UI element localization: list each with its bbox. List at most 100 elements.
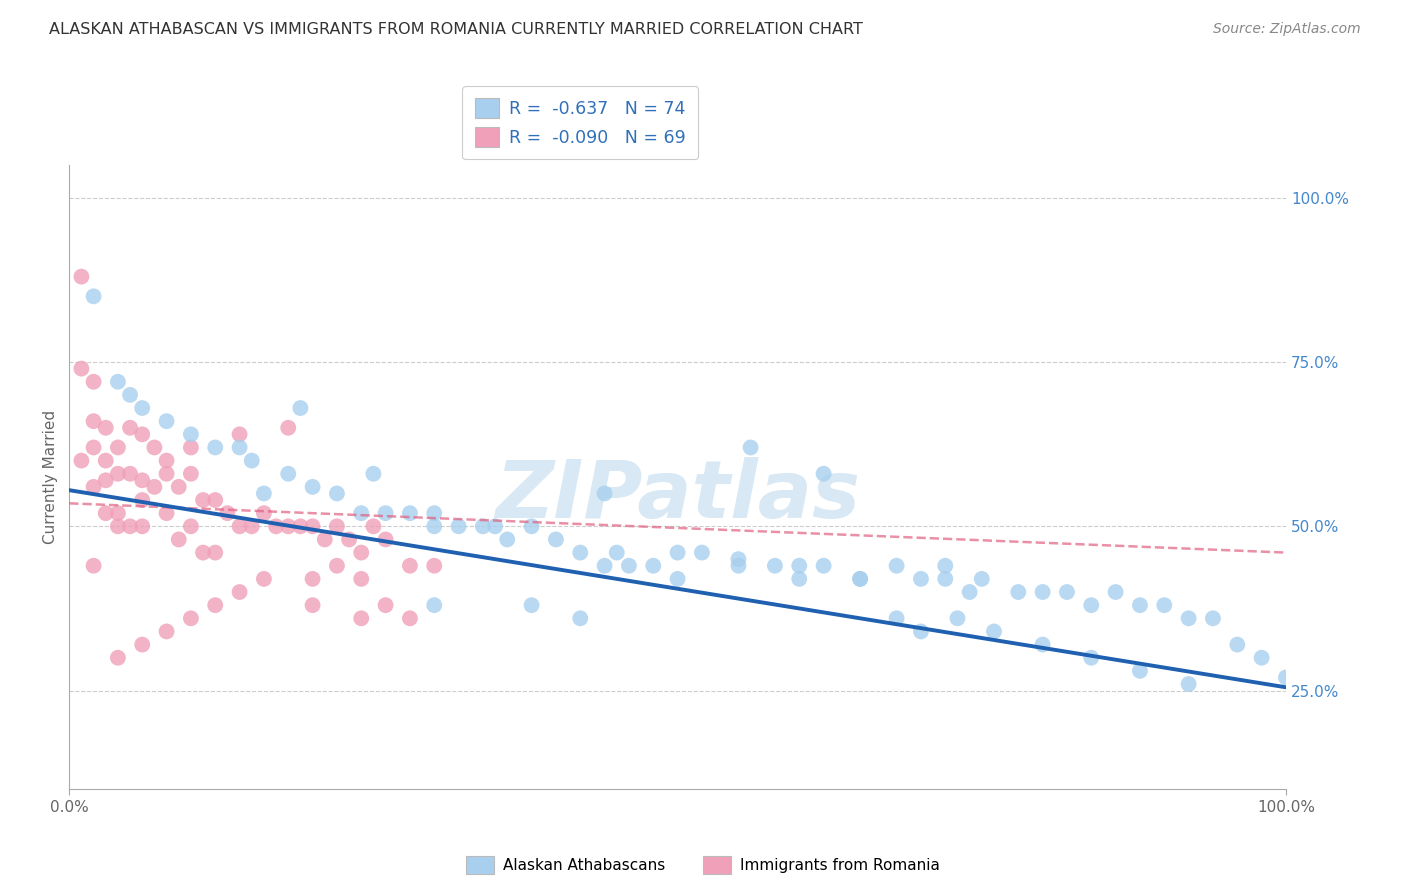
Legend: Alaskan Athabascans, Immigrants from Romania: Alaskan Athabascans, Immigrants from Rom… — [460, 850, 946, 880]
Point — [1056, 585, 1078, 599]
Point — [131, 493, 153, 508]
Point — [1226, 638, 1249, 652]
Point — [910, 624, 932, 639]
Point — [350, 572, 373, 586]
Point — [643, 558, 665, 573]
Point — [155, 467, 177, 481]
Point — [264, 519, 287, 533]
Point — [131, 638, 153, 652]
Point — [423, 519, 446, 533]
Point — [131, 473, 153, 487]
Point — [813, 558, 835, 573]
Point — [1080, 650, 1102, 665]
Point — [314, 533, 336, 547]
Point — [849, 572, 872, 586]
Point — [934, 572, 956, 586]
Point — [301, 572, 323, 586]
Point — [569, 546, 592, 560]
Point — [959, 585, 981, 599]
Point — [277, 467, 299, 481]
Point — [180, 427, 202, 442]
Point — [228, 519, 250, 533]
Y-axis label: Currently Married: Currently Married — [44, 410, 58, 544]
Point — [155, 506, 177, 520]
Point — [204, 441, 226, 455]
Point — [326, 519, 349, 533]
Point — [593, 486, 616, 500]
Point — [240, 519, 263, 533]
Point — [447, 519, 470, 533]
Point — [350, 611, 373, 625]
Point — [787, 558, 810, 573]
Point — [301, 598, 323, 612]
Point — [337, 533, 360, 547]
Point — [1202, 611, 1225, 625]
Point — [204, 493, 226, 508]
Point — [910, 572, 932, 586]
Point — [107, 441, 129, 455]
Point — [217, 506, 239, 520]
Point — [131, 519, 153, 533]
Text: ALASKAN ATHABASCAN VS IMMIGRANTS FROM ROMANIA CURRENTLY MARRIED CORRELATION CHAR: ALASKAN ATHABASCAN VS IMMIGRANTS FROM RO… — [49, 22, 863, 37]
Point — [350, 546, 373, 560]
Point — [83, 480, 105, 494]
Point — [94, 421, 117, 435]
Point — [290, 519, 312, 533]
Point — [326, 558, 349, 573]
Point — [277, 519, 299, 533]
Point — [70, 361, 93, 376]
Point — [180, 519, 202, 533]
Point — [363, 519, 385, 533]
Point — [94, 453, 117, 467]
Point — [120, 421, 142, 435]
Point — [180, 467, 202, 481]
Point — [191, 546, 214, 560]
Point — [471, 519, 494, 533]
Point — [326, 486, 349, 500]
Point — [120, 388, 142, 402]
Point — [107, 650, 129, 665]
Legend: R =  -0.637   N = 74, R =  -0.090   N = 69: R = -0.637 N = 74, R = -0.090 N = 69 — [463, 87, 699, 160]
Point — [204, 546, 226, 560]
Point — [1032, 638, 1054, 652]
Point — [167, 480, 190, 494]
Text: Source: ZipAtlas.com: Source: ZipAtlas.com — [1213, 22, 1361, 37]
Point — [277, 421, 299, 435]
Point — [107, 467, 129, 481]
Point — [167, 533, 190, 547]
Point — [83, 289, 105, 303]
Point — [83, 558, 105, 573]
Point — [423, 506, 446, 520]
Point — [1129, 598, 1152, 612]
Point — [787, 572, 810, 586]
Point — [253, 506, 276, 520]
Point — [1153, 598, 1175, 612]
Point — [727, 552, 749, 566]
Point — [983, 624, 1005, 639]
Point — [131, 401, 153, 415]
Point — [155, 453, 177, 467]
Point — [1007, 585, 1029, 599]
Point — [1177, 611, 1199, 625]
Point — [606, 546, 628, 560]
Point — [83, 414, 105, 428]
Point — [399, 506, 422, 520]
Point — [70, 269, 93, 284]
Point — [204, 598, 226, 612]
Point — [763, 558, 786, 573]
Point — [155, 624, 177, 639]
Point — [191, 493, 214, 508]
Point — [107, 519, 129, 533]
Point — [666, 572, 689, 586]
Point — [70, 453, 93, 467]
Point — [593, 558, 616, 573]
Point — [180, 611, 202, 625]
Point — [399, 611, 422, 625]
Point — [83, 441, 105, 455]
Point — [520, 519, 543, 533]
Text: ZIPatlas: ZIPatlas — [495, 457, 860, 535]
Point — [155, 414, 177, 428]
Point — [107, 375, 129, 389]
Point — [813, 467, 835, 481]
Point — [143, 441, 166, 455]
